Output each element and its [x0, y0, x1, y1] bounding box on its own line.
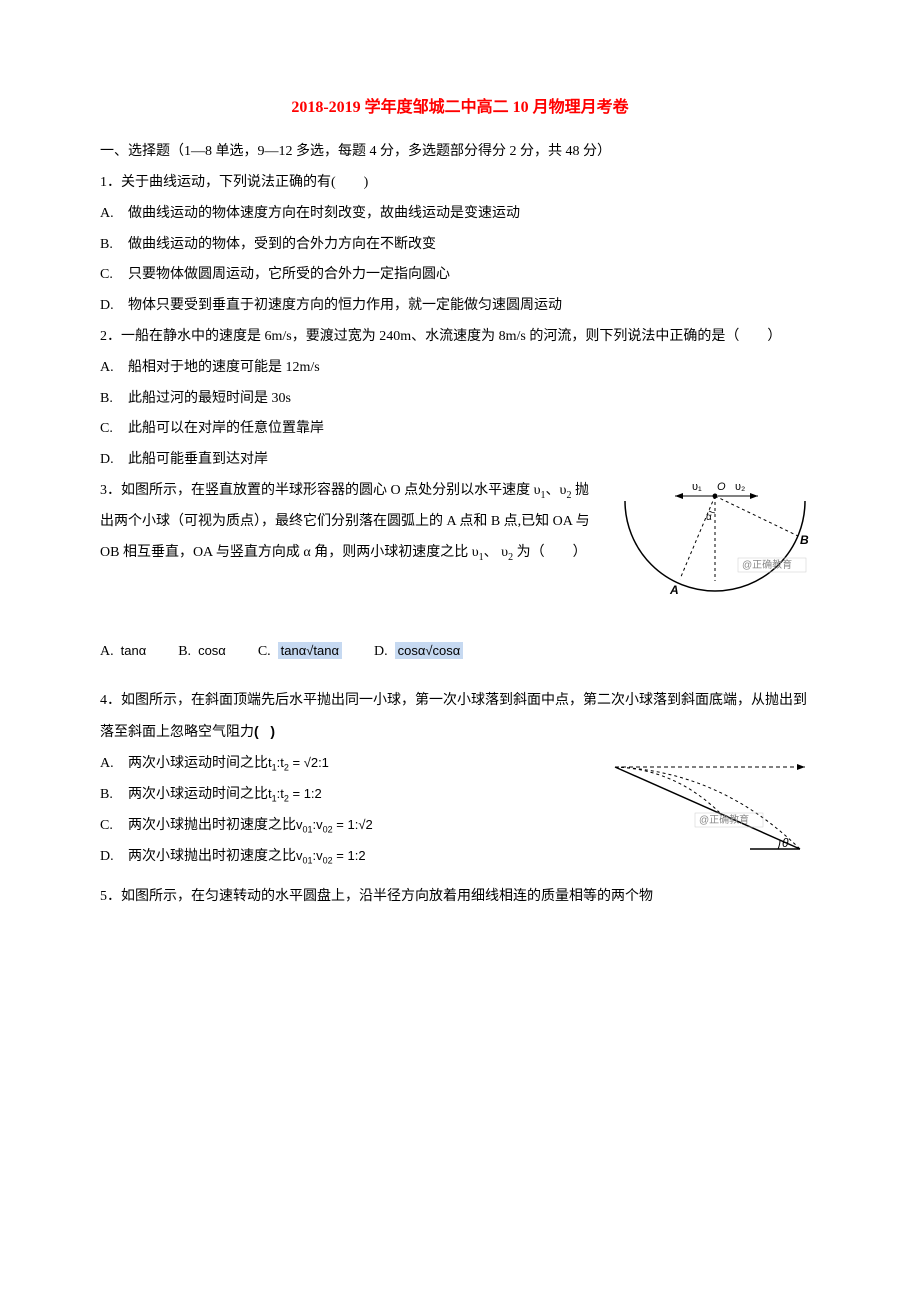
q4-a-math: t1:t2 = √2:1	[268, 755, 329, 770]
q4-option-d: D.两次小球抛出时初速度之比v01:v02 = 1:2	[100, 842, 584, 873]
q3-stem-4: 、 υ	[484, 545, 508, 560]
q1-option-b: B.做曲线运动的物体，受到的合外力方向在不断改变	[100, 230, 820, 261]
q3-a-label: A.	[100, 644, 114, 659]
q1-d-text: 物体只要受到垂直于初速度方向的恒力作用，就一定能做匀速圆周运动	[128, 298, 562, 313]
q4-fig-watermark: @正确教育	[699, 813, 749, 826]
q3-c-text: tanα√tanα	[278, 642, 342, 659]
q3-fig-v2: υ₂	[735, 481, 745, 493]
q2-stem: 2．一船在静水中的速度是 6m/s，要渡过宽为 240m、水流速度为 8m/s …	[100, 322, 820, 353]
q3-stem-1: 3．如图所示，在竖直放置的半球形容器的圆心 O 点处分别以水平速度 υ	[100, 483, 541, 498]
q4-option-a: A.两次小球运动时间之比t1:t2 = √2:1	[100, 749, 584, 780]
q2-c-text: 此船可以在对岸的任意位置靠岸	[128, 421, 324, 436]
q3-d-text: cosα√cosα	[395, 642, 464, 659]
q3-fig-v1: υ₁	[692, 481, 702, 493]
q3-b-text: cosα	[198, 643, 226, 658]
q2-option-c: C.此船可以在对岸的任意位置靠岸	[100, 414, 820, 445]
q3-option-c: C. tanα√tanα	[258, 637, 342, 668]
q3-options: A. tanα B. cosα C. tanα√tanα D. cosα√cos…	[100, 637, 820, 668]
q1-option-a: A.做曲线运动的物体速度方向在时刻改变，故曲线运动是变速运动	[100, 199, 820, 230]
q4-b-math: t1:t2 = 1:2	[268, 786, 322, 801]
q3-a-text: tanα	[121, 643, 147, 658]
q4-a-pre: 两次小球运动时间之比	[128, 756, 268, 771]
q2-a-text: 船相对于地的速度可能是 12m/s	[128, 360, 320, 375]
q3-d-label: D.	[374, 644, 388, 659]
q3-option-a: A. tanα	[100, 637, 146, 668]
q4-d-math: v01:v02 = 1:2	[296, 848, 366, 863]
q2-option-b: B.此船过河的最短时间是 30s	[100, 384, 820, 415]
q1-option-d: D.物体只要受到垂直于初速度方向的恒力作用，就一定能做匀速圆周运动	[100, 291, 820, 322]
q3-fig-watermark: @正确教育	[742, 558, 792, 571]
section-header: 一、选择题（1—8 单选，9—12 多选，每题 4 分，多选题部分得分 2 分，…	[100, 137, 820, 168]
q4-option-b: B.两次小球运动时间之比t1:t2 = 1:2	[100, 780, 584, 811]
q3-fig-o: O	[717, 481, 726, 493]
q4-c-math: v01:v02 = 1:√2	[296, 817, 373, 832]
q1-stem: 1．关于曲线运动，下列说法正确的有( )	[100, 168, 820, 199]
q4-stem-text: 4．如图所示，在斜面顶端先后水平抛出同一小球，第一次小球落到斜面中点，第二次小球…	[100, 693, 807, 741]
q3-b-label: B.	[178, 644, 191, 659]
q4-c-pre: 两次小球抛出时初速度之比	[128, 818, 296, 833]
q3-c-label: C.	[258, 644, 271, 659]
exam-title: 2018-2019 学年度邹城二中高二 10 月物理月考卷	[100, 90, 820, 125]
q2-option-a: A.船相对于地的速度可能是 12m/s	[100, 353, 820, 384]
q1-c-text: 只要物体做圆周运动，它所受的合外力一定指向圆心	[128, 267, 450, 282]
q5-stem: 5．如图所示，在匀速转动的水平圆盘上，沿半径方向放着用细线相连的质量相等的两个物	[100, 882, 820, 913]
q4-fig-theta: θ	[782, 836, 789, 850]
q3-option-b: B. cosα	[178, 637, 226, 668]
q3-stem-5: 为（ ）	[513, 545, 587, 560]
q1-b-text: 做曲线运动的物体，受到的合外力方向在不断改变	[128, 237, 436, 252]
q2-option-d: D.此船可能垂直到达对岸	[100, 445, 820, 476]
q3-block: 3．如图所示，在竖直放置的半球形容器的圆心 O 点处分别以水平速度 υ1、υ2 …	[100, 476, 820, 619]
q4-d-pre: 两次小球抛出时初速度之比	[128, 849, 296, 864]
q1-a-text: 做曲线运动的物体速度方向在时刻改变，故曲线运动是变速运动	[128, 206, 520, 221]
q4-block: A.两次小球运动时间之比t1:t2 = √2:1 B.两次小球运动时间之比t1:…	[100, 749, 820, 882]
q2-b-text: 此船过河的最短时间是 30s	[128, 391, 291, 406]
q3-option-d: D. cosα√cosα	[374, 637, 463, 668]
q3-stem-2: 、υ	[546, 483, 567, 498]
q3-figure: υ₁ υ₂ O α A B @正确教育	[610, 476, 820, 619]
q4-figure: θ @正确教育	[600, 749, 820, 882]
q4-stem: 4．如图所示，在斜面顶端先后水平抛出同一小球，第一次小球落到斜面中点，第二次小球…	[100, 686, 820, 750]
q3-fig-b: B	[800, 533, 809, 547]
q1-option-c: C.只要物体做圆周运动，它所受的合外力一定指向圆心	[100, 260, 820, 291]
q3-fig-alpha: α	[706, 512, 712, 523]
q3-stem: 3．如图所示，在竖直放置的半球形容器的圆心 O 点处分别以水平速度 υ1、υ2 …	[100, 476, 594, 568]
q2-d-text: 此船可能垂直到达对岸	[128, 452, 268, 467]
q4-paren: ( )	[254, 723, 275, 739]
q4-b-pre: 两次小球运动时间之比	[128, 787, 268, 802]
q3-fig-a: A	[669, 583, 679, 597]
q4-option-c: C.两次小球抛出时初速度之比v01:v02 = 1:√2	[100, 811, 584, 842]
